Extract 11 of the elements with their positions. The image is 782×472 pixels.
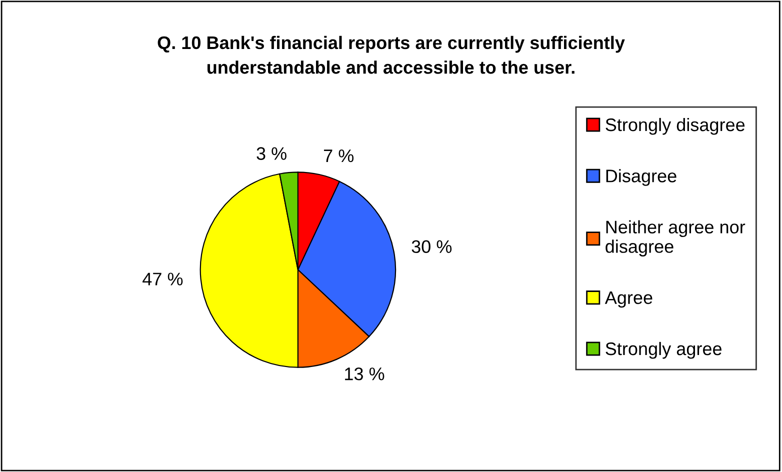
data-label: 3 % — [256, 147, 286, 160]
data-label: 13 % — [345, 368, 384, 380]
chart-title: Q. 10 Bank's financial reports are currently sufficiently understandable and accessible to the user. — [158, 36, 625, 74]
data-label: 47 % — [142, 272, 183, 286]
data-label: 30 % — [412, 240, 452, 254]
legend-label: Disagree — [606, 169, 676, 186]
legend-label: Strongly disagree — [606, 118, 745, 135]
legend-label: Neither agree nor disagree — [606, 220, 746, 256]
data-label: 7 % — [324, 150, 354, 162]
legend-label: Agree — [604, 291, 652, 308]
legend-label: Strongly agree — [606, 342, 722, 359]
